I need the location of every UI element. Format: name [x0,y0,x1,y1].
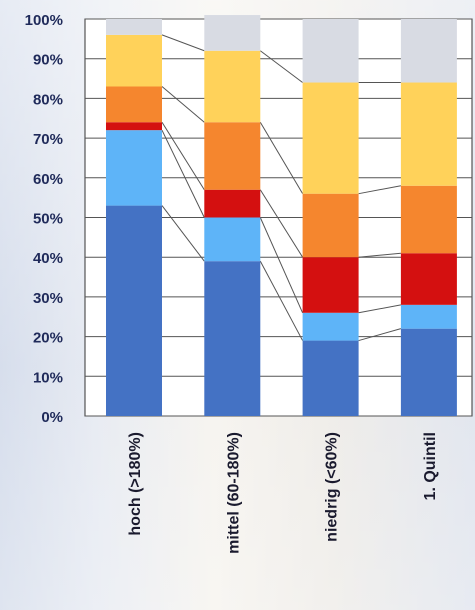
bar-segment [204,189,261,218]
bar-segment [302,193,359,258]
connector-line [161,121,205,190]
bar-segment [302,257,359,313]
connector-line [259,50,303,83]
x-category-label: 1. Quintil [422,432,439,500]
y-tick-label: 30% [33,290,63,307]
bar-segment [106,19,162,35]
connector-line [259,121,304,194]
connector-line [358,328,402,342]
bar-segment [106,34,162,87]
bar-segment [204,217,261,262]
bar-segment [204,50,261,123]
y-tick-label: 100% [25,12,63,29]
connector-line [358,304,401,314]
y-tick-label: 20% [33,330,63,347]
y-tick-label: 40% [33,250,63,267]
y-tick-label: 70% [33,131,63,148]
bar-segment [204,261,261,416]
bar-segment [106,122,162,131]
y-axis-ticks: 0% 10% 20% 30% 40% 50% 60% 70% 80% 90% 100% [25,12,63,426]
x-axis-labels: hoch (>180%) mittel (60-180%) niedrig (<60… [127,432,439,554]
connector-line [161,86,205,123]
y-tick-label: 80% [33,91,63,108]
connector-line [161,205,205,262]
bar-segment [400,19,457,83]
bar-segment [106,205,162,416]
y-tick-label: 60% [33,171,63,188]
connector-line [358,252,401,258]
x-category-label: hoch (>180%) [127,432,144,536]
bar-segment [204,15,261,51]
bar-segment [204,122,261,190]
bar-segment [106,86,162,123]
connector-line [259,260,304,341]
bar-segment [302,82,359,194]
y-tick-label: 0% [41,409,63,426]
bar-segment [302,340,359,416]
connector-line [259,189,304,258]
bar-segment [400,253,457,305]
bar-segment [302,312,359,341]
connector-line [259,217,304,313]
y-tick-label: 10% [33,369,63,386]
x-category-label: mittel (60-180%) [225,432,242,554]
bar-segment [400,304,457,329]
connector-lines [161,34,402,342]
connector-line [161,34,205,52]
x-category-label: niedrig (<60%) [324,432,341,542]
bar-segment [400,185,457,254]
bar-segment [400,328,457,416]
bar-segment [106,130,162,206]
bars [106,15,457,416]
bar-segment [400,82,457,186]
bar-segment [302,19,359,83]
connector-line [358,185,401,195]
y-tick-label: 90% [33,52,63,69]
y-tick-label: 50% [33,211,63,228]
connector-line [161,129,205,218]
